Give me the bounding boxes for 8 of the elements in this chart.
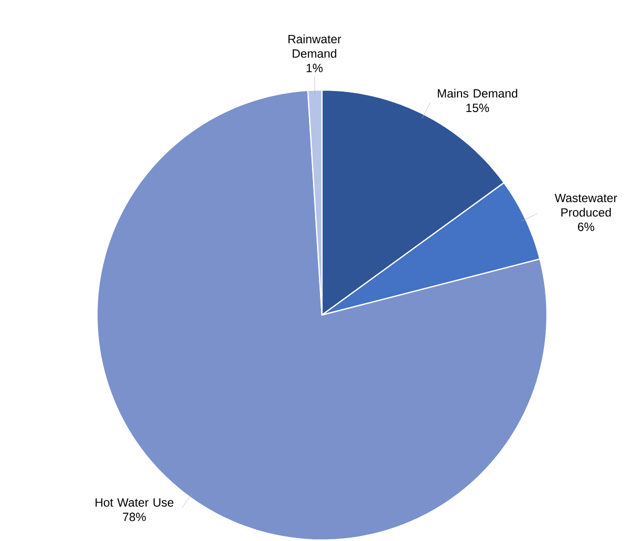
slice-label: Rainwater Demand: [288, 34, 342, 58]
slice-label: Mains Demand: [438, 89, 518, 98]
slice-label: Wastewater Produced: [554, 194, 618, 217]
data-label: 15%: [466, 104, 489, 112]
data-label: 78%: [122, 512, 146, 522]
data-label: 1%: [306, 64, 323, 72]
slice-label: Hot Water Use: [96, 498, 174, 507]
data-label: 6%: [578, 222, 594, 232]
